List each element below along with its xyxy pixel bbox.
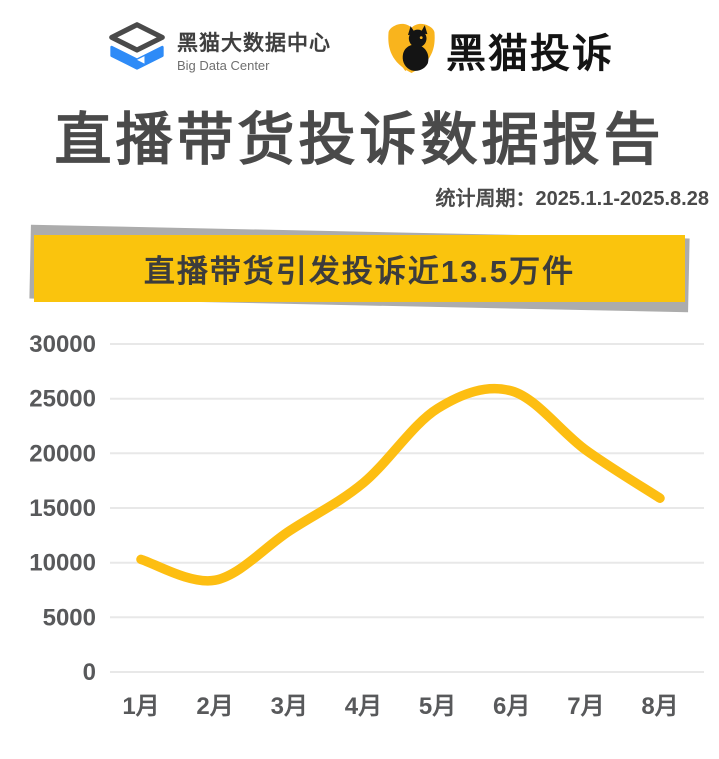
cat-shield-icon — [388, 23, 435, 73]
x-axis-tick-label: 4月 — [345, 693, 382, 720]
x-axis-tick-label: 5月 — [419, 693, 456, 720]
header: 黑猫大数据中心 Big Data Center 黑猫投诉 — [0, 0, 719, 84]
y-axis-tick-label: 5000 — [43, 605, 96, 632]
x-axis-tick-label: 8月 — [641, 693, 678, 720]
x-axis-tick-label: 3月 — [271, 693, 308, 720]
big-data-center-title: 黑猫大数据中心 — [177, 32, 331, 55]
banner-text: 直播带货引发投诉近13.5万件 — [34, 235, 685, 303]
page-title: 直播带货投诉数据报告 — [54, 108, 665, 172]
y-axis-tick-label: 30000 — [29, 331, 96, 358]
stat-period: 统计周期：2025.1.1-2025.8.28 — [435, 188, 710, 211]
big-data-center-subtitle: Big Data Center — [177, 58, 270, 73]
x-axis-tick-label: 1月 — [122, 693, 159, 720]
heimao-tousu-title: 黑猫投诉 — [446, 32, 614, 76]
big-data-center-logo: 黑猫大数据中心 Big Data Center — [105, 21, 331, 79]
cat-tail-line — [400, 41, 411, 72]
y-axis-tick-label: 10000 — [29, 550, 96, 577]
y-axis-tick-label: 25000 — [29, 386, 96, 413]
complaints-chart-section: 0 5000 10000 15000 20000 25000 30000 1月 2月 3月 4月 5月… — [0, 314, 719, 735]
x-axis-tick-label: 2月 — [196, 693, 233, 720]
headline-banner: 直播带货引发投诉近13.5万件 — [29, 225, 690, 313]
cat-eye — [419, 36, 423, 40]
y-axis-tick-label: 0 — [83, 659, 96, 686]
complaints-trend-line-chart: 0 5000 10000 15000 20000 25000 30000 1月 2月 3月 4月 5月… — [29, 331, 704, 720]
cat-silhouette — [402, 25, 429, 71]
big-data-center-logo-text: 黑猫大数据中心 Big Data Center — [177, 27, 331, 73]
y-axis-tick-label: 20000 — [29, 441, 96, 468]
complaints-line-series — [136, 384, 665, 586]
y-axis-tick-label: 15000 — [29, 495, 96, 522]
data-stack-icon — [109, 22, 165, 70]
x-axis-tick-label: 6月 — [493, 693, 530, 720]
x-axis-tick-label: 7月 — [567, 693, 604, 720]
heimao-tousu-logo: 黑猫投诉 — [385, 21, 614, 79]
